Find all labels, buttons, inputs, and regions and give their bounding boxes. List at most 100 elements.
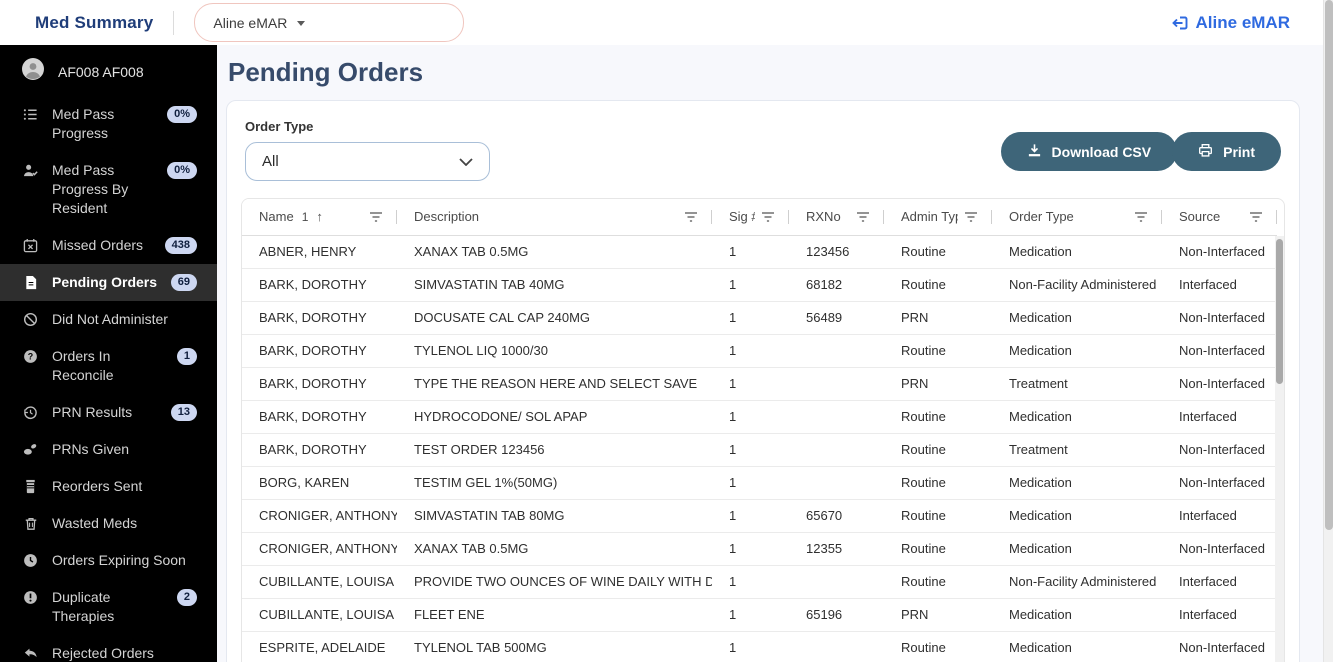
download-csv-label: Download CSV (1051, 143, 1152, 160)
sidebar-item-orders-expiring-soon[interactable]: Orders Expiring Soon (0, 542, 217, 579)
sidebar-item-did-not-administer[interactable]: Did Not Administer (0, 301, 217, 338)
cell-source: Non-Interfaced (1162, 301, 1277, 335)
topbar: Med Summary Aline eMAR Aline eMAR (0, 0, 1333, 45)
filter-icon[interactable] (964, 211, 978, 223)
table-row[interactable]: CRONIGER, ANTHONY SIMVASTATIN TAB 80MG 1… (242, 499, 1277, 533)
cell-rxno: 56489 (789, 301, 884, 335)
count-badge: 0% (167, 162, 197, 179)
user-profile[interactable]: AF008 AF008 (0, 45, 217, 96)
cell-description: FLEET ENE (397, 598, 712, 632)
page-scrollbar-thumb[interactable] (1325, 0, 1333, 530)
cell-source: Interfaced (1162, 598, 1277, 632)
cell-description: SIMVASTATIN TAB 40MG (397, 268, 712, 302)
cell-admin-type: Routine (884, 499, 992, 533)
cell-description: HYDROCODONE/ SOL APAP (397, 400, 712, 434)
cell-order-type: Medication (992, 466, 1162, 500)
cell-sig: 1 (712, 499, 789, 533)
column-header-order-type[interactable]: Order Type (992, 199, 1162, 236)
cell-name: CUBILLANTE, LOUISA (242, 565, 397, 599)
table-row[interactable]: BARK, DOROTHY DOCUSATE CAL CAP 240MG 1 5… (242, 301, 1277, 335)
table-row[interactable]: CUBILLANTE, LOUISA PROVIDE TWO OUNCES OF… (242, 565, 1277, 599)
filter-icon[interactable] (369, 211, 383, 223)
sidebar-item-orders-in-reconcile[interactable]: ? Orders In Reconcile 1 (0, 338, 217, 394)
table-row[interactable]: CUBILLANTE, LOUISA FLEET ENE 1 65196 PRN… (242, 598, 1277, 632)
cell-name: BARK, DOROTHY (242, 334, 397, 368)
column-header-description[interactable]: Description (397, 199, 712, 236)
table-row[interactable]: BARK, DOROTHY SIMVASTATIN TAB 40MG 1 681… (242, 268, 1277, 302)
cell-name: BORG, KAREN (242, 466, 397, 500)
count-badge: 2 (176, 589, 197, 606)
cell-description: XANAX TAB 0.5MG (397, 532, 712, 566)
table-row[interactable]: BARK, DOROTHY TEST ORDER 123456 1 Routin… (242, 433, 1277, 467)
cell-rxno (789, 466, 884, 500)
sidebar-item-rejected-orders[interactable]: Rejected Orders (0, 635, 217, 662)
file-icon (22, 275, 39, 290)
sidebar-item-reorders-sent[interactable]: Reorders Sent (0, 468, 217, 505)
table-row[interactable]: BARK, DOROTHY HYDROCODONE/ SOL APAP 1 Ro… (242, 400, 1277, 434)
cell-sig: 1 (712, 598, 789, 632)
table-scrollbar[interactable] (1275, 236, 1284, 662)
sidebar-item-wasted-meds[interactable]: Wasted Meds (0, 505, 217, 542)
table-row[interactable]: BARK, DOROTHY TYPE THE REASON HERE AND S… (242, 367, 1277, 401)
cell-source: Non-Interfaced (1162, 433, 1277, 467)
cell-order-type: Medication (992, 235, 1162, 269)
table-row[interactable]: CRONIGER, ANTHONY XANAX TAB 0.5MG 1 1235… (242, 532, 1277, 566)
table-row[interactable]: ESPRITE, ADELAIDE TYLENOL TAB 500MG 1 Ro… (242, 631, 1277, 662)
column-header-rxno[interactable]: RXNo (789, 199, 884, 236)
sidebar-item-label: Reorders Sent (52, 478, 143, 494)
sign-in-icon (1171, 15, 1189, 31)
cell-rxno (789, 367, 884, 401)
cell-admin-type: Routine (884, 466, 992, 500)
brand-link-label: Aline eMAR (1195, 12, 1290, 32)
filter-icon[interactable] (1134, 211, 1148, 223)
filter-icon[interactable] (684, 211, 698, 223)
table-row[interactable]: ABNER, HENRY XANAX TAB 0.5MG 1 123456 Ro… (242, 235, 1277, 269)
column-header-source[interactable]: Source (1162, 199, 1277, 236)
sidebar-item-label: Rejected Orders (52, 645, 154, 661)
table-row[interactable]: BORG, KAREN TESTIM GEL 1%(50MG) 1 Routin… (242, 466, 1277, 500)
exclamation-circle-icon (22, 590, 39, 605)
sidebar-item-label: Pending Orders (52, 274, 158, 290)
column-header-admin-type[interactable]: Admin Type (884, 199, 992, 236)
cell-admin-type: Routine (884, 334, 992, 368)
cell-source: Interfaced (1162, 268, 1277, 302)
page-scrollbar[interactable] (1323, 0, 1333, 662)
list-icon (22, 107, 39, 122)
cell-order-type: Medication (992, 499, 1162, 533)
sidebar-item-med-pass-progress[interactable]: Med Pass Progress 0% (0, 96, 217, 152)
sidebar-item-label: PRNs Given (52, 441, 130, 457)
column-label: Description (414, 209, 480, 225)
column-header-name[interactable]: Name 1 ↑ (242, 199, 397, 236)
download-icon (1027, 143, 1042, 161)
column-label: Source (1179, 209, 1221, 225)
facility-selector[interactable]: Aline eMAR (194, 3, 465, 42)
sidebar-item-duplicate-therapies[interactable]: Duplicate Therapies 2 (0, 579, 217, 635)
table-row[interactable]: BARK, DOROTHY TYLENOL LIQ 1000/30 1 Rout… (242, 334, 1277, 368)
print-button[interactable]: Print (1172, 132, 1281, 171)
cell-order-type: Treatment (992, 433, 1162, 467)
brand-link[interactable]: Aline eMAR (1171, 13, 1290, 33)
filter-icon[interactable] (761, 211, 775, 223)
cell-admin-type: Routine (884, 631, 992, 662)
column-label: Sig # (729, 209, 755, 225)
sidebar-item-pending-orders[interactable]: Pending Orders 69 (0, 264, 217, 301)
count-badge: 1 (176, 348, 197, 365)
table-scrollbar-thumb[interactable] (1276, 239, 1283, 384)
download-csv-button[interactable]: Download CSV (1000, 132, 1178, 171)
cell-source: Non-Interfaced (1162, 466, 1277, 500)
cell-admin-type: PRN (884, 367, 992, 401)
sidebar-item-med-pass-progress-by-resident[interactable]: Med Pass Progress By Resident 0% (0, 152, 217, 227)
filter-icon[interactable] (1249, 211, 1263, 223)
sidebar-item-prns-given[interactable]: PRNs Given (0, 431, 217, 468)
pending-orders-card: Order Type All Download CSV (226, 100, 1300, 662)
cell-rxno (789, 400, 884, 434)
cell-sig: 1 (712, 631, 789, 662)
order-type-filter: Order Type All (245, 119, 490, 181)
column-header-sig[interactable]: Sig # (712, 199, 789, 236)
sidebar-item-missed-orders[interactable]: Missed Orders 438 (0, 227, 217, 264)
cell-order-type: Non-Facility Administered (992, 565, 1162, 599)
sidebar-item-prn-results[interactable]: PRN Results 13 (0, 394, 217, 431)
order-type-select[interactable]: All (245, 142, 490, 181)
filter-icon[interactable] (856, 211, 870, 223)
